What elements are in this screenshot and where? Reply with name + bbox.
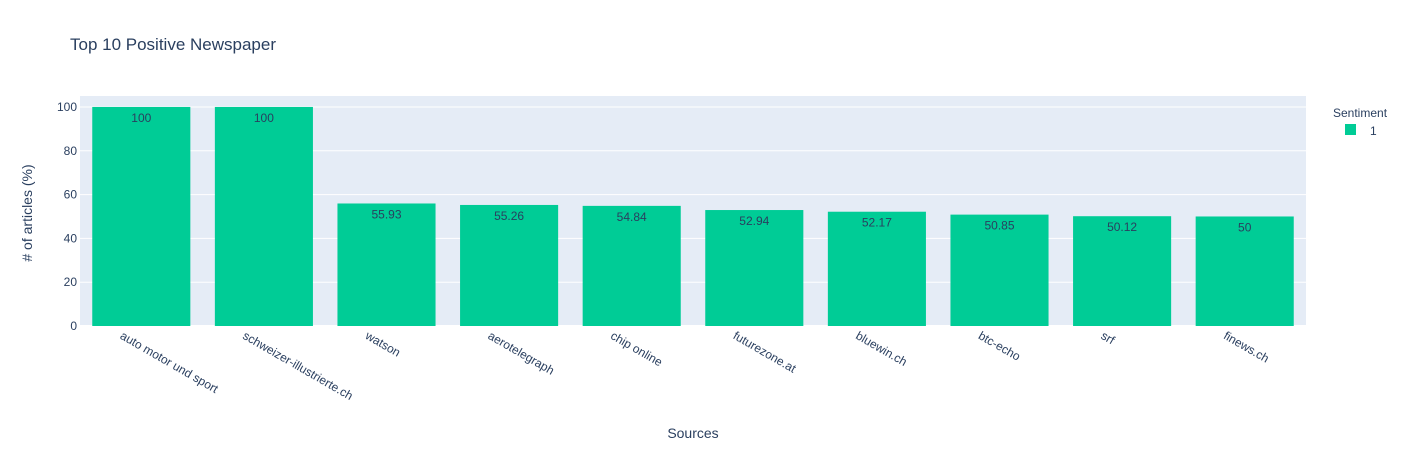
y-tick-label: 60 [64,188,78,202]
bar-value-label: 54.84 [617,210,647,224]
x-tick-label: watson [362,328,403,360]
chart-title: Top 10 Positive Newspaper [70,35,276,54]
x-tick-label: auto motor und sport [118,328,221,396]
bar[interactable] [827,211,926,326]
bar[interactable] [1073,216,1172,326]
x-tick-label: srf [1099,328,1118,347]
y-tick-label: 100 [57,100,77,114]
bar-value-label: 50 [1238,220,1252,234]
y-tick-label: 20 [64,275,78,289]
x-tick-label: btc-echo [976,328,1023,363]
bar[interactable] [214,106,313,326]
bar-value-label: 52.94 [739,214,769,228]
bar-value-label: 55.93 [371,207,401,221]
bar-value-label: 50.12 [1107,220,1137,234]
y-tick-label: 0 [70,319,77,333]
x-tick-label: bluewin.ch [853,328,909,368]
bar[interactable] [950,214,1049,326]
x-tick-label: futurezone.at [731,328,799,375]
x-tick-label: chip online [608,328,665,369]
bars: 100 100 55.93 55.26 54.84 52.94 52.17 50.85 50.1… [92,106,1294,326]
legend-swatch[interactable] [1345,124,1356,135]
bar[interactable] [705,210,804,326]
bar[interactable] [337,203,436,326]
x-axis-ticks: auto motor und sport schweizer-illustrier… [118,328,1272,403]
bar-value-label: 100 [131,111,151,125]
bar[interactable] [460,204,559,326]
bar[interactable] [1195,216,1294,326]
bar[interactable] [582,205,681,326]
y-axis-ticks: 0 20 40 60 80 100 [57,100,77,333]
y-tick-label: 80 [64,144,78,158]
bar-value-label: 55.26 [494,209,524,223]
x-tick-label: schweizer-illustrierte.ch [240,328,355,402]
bar-value-label: 50.85 [984,219,1014,233]
bar-value-label: 100 [254,111,274,125]
x-axis-label: Sources [667,425,718,441]
x-tick-label: finews.ch [1221,328,1271,365]
bar-value-label: 52.17 [862,216,892,230]
x-tick-label: aerotelegraph [486,328,557,377]
y-axis-label: # of articles (%) [19,164,35,261]
legend-item-label[interactable]: 1 [1370,124,1377,138]
legend-title: Sentiment [1333,106,1388,120]
y-tick-label: 40 [64,231,78,245]
legend: Sentiment 1 [1333,106,1388,138]
bar[interactable] [92,106,191,326]
